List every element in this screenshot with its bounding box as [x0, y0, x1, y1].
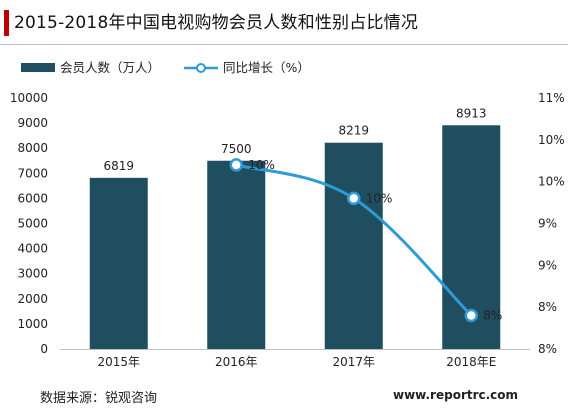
- right-axis-tick-label: 8%: [538, 300, 557, 314]
- legend-line-label: 同比增长（%）: [223, 60, 310, 75]
- right-axis-tick-label: 11%: [538, 91, 565, 105]
- left-axis-tick-label: 0: [40, 342, 48, 356]
- legend-line-marker: [196, 63, 206, 73]
- x-axis-tick-label: 2018年E: [446, 355, 496, 369]
- title-divider: [0, 44, 568, 45]
- growth-value-label: 10%: [248, 158, 275, 172]
- left-axis-tick-label: 8000: [17, 141, 48, 155]
- left-axis-tick-label: 6000: [17, 191, 48, 205]
- left-axis-tick-label: 7000: [17, 166, 48, 180]
- title-accent-bar: [4, 10, 9, 36]
- bar: [324, 142, 383, 349]
- left-axis-tick-label: 9000: [17, 116, 48, 130]
- left-axis-tick-label: 5000: [17, 217, 48, 231]
- growth-value-label: 8%: [483, 309, 502, 323]
- bar-value-label: 8913: [456, 106, 487, 120]
- bar: [89, 177, 148, 349]
- bar-value-label: 6819: [103, 159, 134, 173]
- right-axis-tick-label: 9%: [538, 217, 557, 231]
- legend-bar-label: 会员人数（万人）: [60, 60, 160, 75]
- bar-value-label: 7500: [221, 142, 252, 156]
- growth-point: [347, 191, 361, 206]
- left-axis-tick-label: 4000: [17, 242, 48, 256]
- x-axis-tick-label: 2017年: [332, 355, 375, 369]
- page-title: 2015-2018年中国电视购物会员人数和性别占比情况: [14, 13, 419, 33]
- x-axis-tick-label: 2015年: [97, 355, 140, 369]
- growth-value-label: 10%: [366, 191, 393, 205]
- x-axis-tick-label: 2016年: [215, 355, 258, 369]
- bar: [207, 160, 266, 349]
- right-axis-tick-label: 9%: [538, 258, 557, 272]
- left-axis-tick-label: 10000: [10, 91, 48, 105]
- left-axis-tick-label: 1000: [17, 317, 48, 331]
- title-area: 2015-2018年中国电视购物会员人数和性别占比情况: [0, 0, 568, 45]
- legend-bar-swatch: [21, 63, 55, 72]
- right-axis-tick-label: 8%: [538, 342, 557, 356]
- right-axis-tick-label: 10%: [538, 133, 565, 147]
- growth-point: [229, 158, 243, 172]
- right-axis-tick-label: 10%: [538, 175, 565, 189]
- growth-point: [464, 308, 478, 323]
- left-axis-tick-label: 3000: [17, 267, 48, 281]
- bar-value-label: 8219: [338, 124, 369, 138]
- left-axis-tick-label: 2000: [17, 292, 48, 306]
- watermark: www.reportrc.com: [393, 388, 519, 402]
- source-note: 数据来源：锐观咨询: [40, 391, 158, 406]
